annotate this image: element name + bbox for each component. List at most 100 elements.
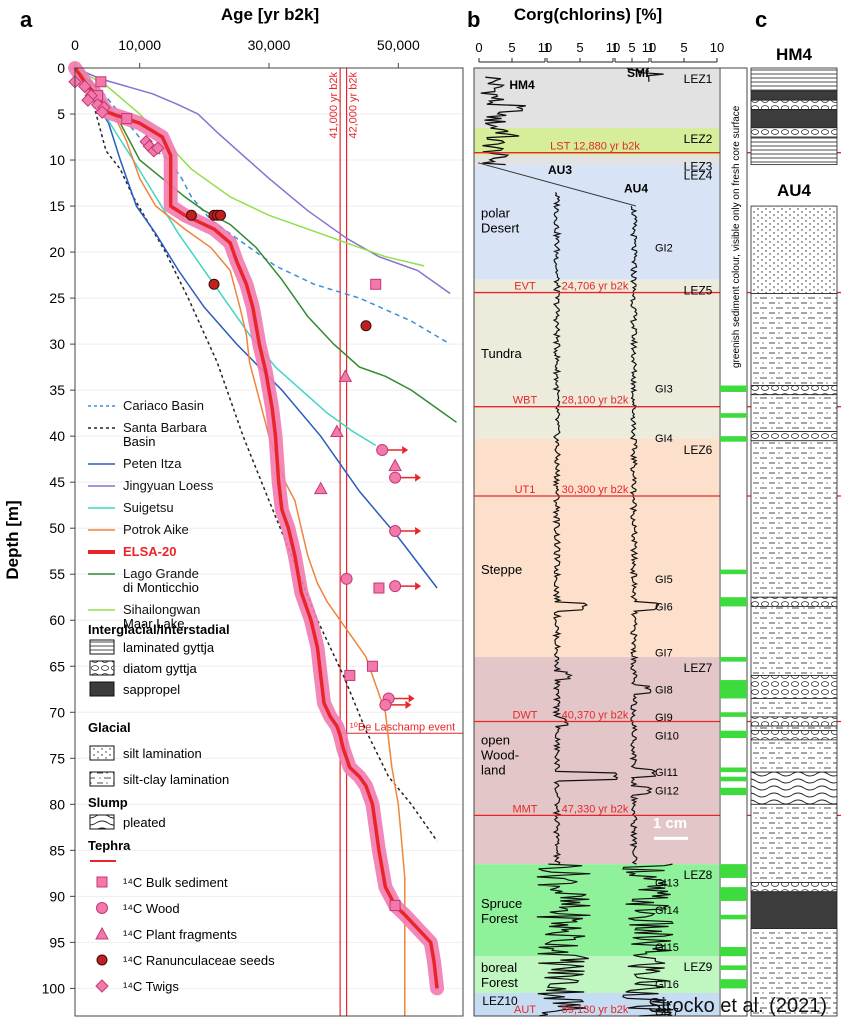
min-age-arrowhead <box>408 694 415 703</box>
dating-marker <box>77 79 92 94</box>
series-lines <box>68 61 457 1016</box>
green-band <box>720 864 747 878</box>
green-band <box>720 965 747 970</box>
green-band <box>720 946 747 957</box>
legend-marker <box>96 876 108 888</box>
corg-curves <box>477 67 674 1017</box>
au4-layer <box>750 803 838 883</box>
gi-label: GI17 <box>655 1006 679 1018</box>
vegetation-label: land <box>481 762 506 777</box>
tephra-label: UT1 <box>515 484 536 496</box>
y-tick-label: 55 <box>49 566 65 582</box>
tephra-label: AUT <box>514 1004 536 1016</box>
lez-label: LEZ1 <box>684 72 713 86</box>
au4-layer <box>750 394 838 432</box>
legend-label: Sihailongwan <box>123 602 200 617</box>
y-tick-label: 30 <box>49 336 65 352</box>
lithology-label: diatom gyttja <box>123 661 197 676</box>
legend-label: Jingyuan Loess <box>123 478 214 493</box>
credit-text: Sirocko et al. (2021) <box>648 995 827 1017</box>
lez-label: LEZ7 <box>684 661 713 675</box>
legend-label: Santa Barbara <box>123 420 208 435</box>
dating-marker <box>185 209 197 221</box>
legend-label-line2: di Monticchio <box>123 580 199 595</box>
min-age-arrowhead <box>415 582 422 591</box>
series-line <box>74 67 457 423</box>
corg-tick-label: 1 <box>543 40 550 55</box>
au4-layer <box>750 928 838 1017</box>
colour-note: greenish sediment colour, visible only o… <box>731 105 742 368</box>
gi-label: GI16 <box>655 979 679 991</box>
y-tick-label: 60 <box>49 612 65 628</box>
grid-lines <box>75 67 463 989</box>
green-band <box>720 776 747 782</box>
legend-label-line2: Maar Lake <box>123 616 184 631</box>
y-tick-label: 20 <box>49 244 65 260</box>
series-line <box>74 67 438 842</box>
dating-marker <box>388 458 402 472</box>
au4-layer <box>750 882 838 893</box>
dating-markers <box>68 75 422 912</box>
au4-layer <box>750 725 838 732</box>
y-tick-label: 40 <box>49 428 65 444</box>
tephra-label: DWT <box>512 709 537 721</box>
lez-zone <box>474 864 719 957</box>
dating-marker <box>366 660 378 672</box>
au4-layer <box>750 606 838 676</box>
series-line <box>74 67 438 589</box>
vegetation-label: Desert <box>481 220 520 235</box>
y-tick-label: 85 <box>49 842 65 858</box>
au4-layer <box>750 293 838 386</box>
lez-zone <box>474 657 719 865</box>
dating-marker <box>81 93 95 107</box>
dating-marker <box>379 698 392 711</box>
vegetation-label: open <box>481 732 510 747</box>
vegetation-label: polar <box>481 205 511 220</box>
x-tick-label: 30,000 <box>248 37 291 53</box>
dating-marker <box>313 481 328 495</box>
y-tick-label: 45 <box>49 474 65 490</box>
au4-layer <box>750 385 838 396</box>
green-band <box>720 914 747 920</box>
y-tick-label: 70 <box>49 704 65 720</box>
gi-label: GI14 <box>655 905 679 917</box>
legend-marker <box>95 926 109 940</box>
au4-layer <box>750 716 838 727</box>
lithology-group-title: Tephra <box>88 838 131 853</box>
lez-label: LEZ3 <box>684 159 713 173</box>
gi-label: GI7 <box>655 647 673 659</box>
dating-marker <box>330 424 344 438</box>
legend-marker-label: ¹⁴C Twigs <box>123 979 179 994</box>
lez-label: LEZ9 <box>684 960 713 974</box>
lithology-swatch <box>89 771 115 787</box>
hm4-layer <box>750 67 838 92</box>
x-tick-labels: 0 10,000 30,000 50,000 <box>71 37 420 68</box>
dating-marker <box>340 572 353 585</box>
y-tick-label: 75 <box>49 750 65 766</box>
corg-tick-label: 10 <box>606 40 620 55</box>
series-line <box>74 67 425 267</box>
x-tick-label: 0 <box>71 37 79 53</box>
y-tick-label: 0 <box>57 60 65 76</box>
dating-marker <box>389 580 402 593</box>
panel-label-b: b <box>467 7 480 32</box>
corg-axes: 0 5 101 5 101 5 101 5 10 <box>475 40 724 63</box>
gi-label: GI13 <box>655 878 679 890</box>
corg-curve-smf <box>626 67 664 82</box>
y-tick-labels: 0 5 10 15 20 25 30 35 40 45 50 55 60 65 70 75 80 85 90 95 10… <box>42 60 75 996</box>
reference-lines: 41,000 yr b2k 42,000 yr b2k ¹⁰Be Laschamp … <box>328 68 463 1016</box>
core-label: SMf <box>627 66 650 80</box>
dating-marker <box>121 113 133 125</box>
y-axis-title: Depth [m] <box>3 500 22 579</box>
dating-marker <box>389 524 402 537</box>
corg-tick-label: 10 <box>642 40 656 55</box>
dating-marker <box>151 141 165 155</box>
lez-zone <box>474 155 719 165</box>
min-age-arrowhead <box>415 526 422 535</box>
dating-marker <box>95 76 107 88</box>
legend-marker-label: ¹⁴C Plant fragments <box>123 927 237 942</box>
min-age-arrowhead <box>415 473 422 482</box>
min-age-arrowhead <box>402 445 409 454</box>
